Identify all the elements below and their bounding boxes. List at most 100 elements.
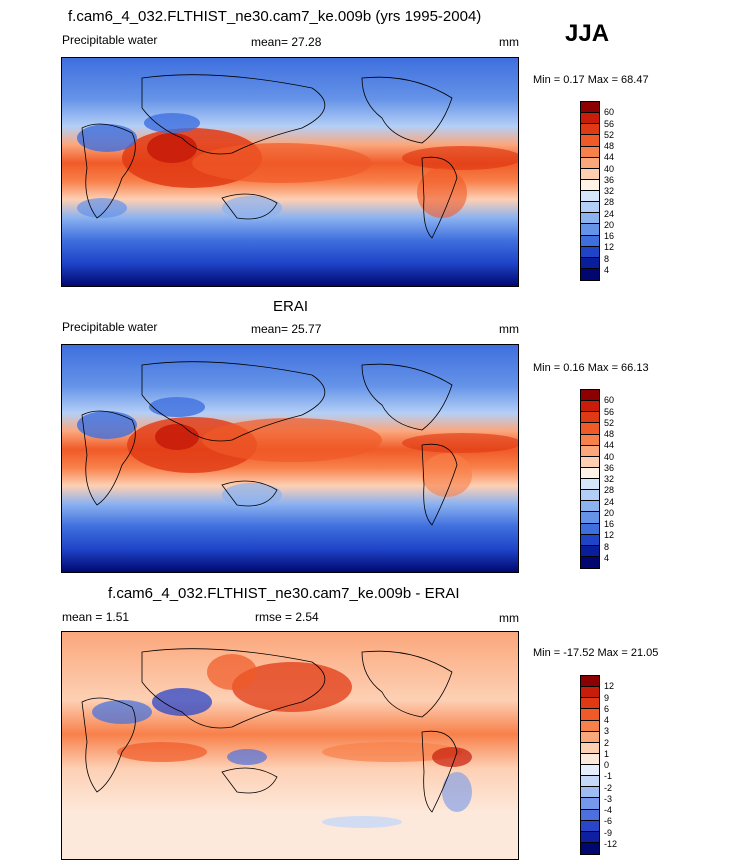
colorbar [580,101,600,281]
colorbar-tick-label: 20 [604,219,615,230]
colorbar-swatch [581,135,599,147]
colorbar-tick-label: 3 [604,726,610,737]
colorbar-swatch [581,842,599,854]
colorbar-tick-label: -4 [604,805,613,815]
colorbar-swatch [581,224,599,236]
colorbar-swatch [581,490,599,502]
colorbar-swatch [581,512,599,524]
units-label: mm [499,35,519,49]
colorbar-swatch [581,809,599,821]
colorbar-tick-label: 32 [604,474,615,484]
variable-label: Precipitable water [62,33,158,47]
panel-title: ERAI [273,298,309,315]
colorbar-swatch [581,434,599,446]
colorbar-tick-label: 48 [604,429,615,439]
colorbar-swatch [581,776,599,788]
colorbar-tick-label: 12 [604,681,615,692]
colorbar-tick-label: 48 [604,141,615,151]
colorbar-tick-label: 56 [604,406,615,417]
colorbar-tick-label: 16 [604,231,615,241]
colorbar-swatch [581,191,599,203]
colorbar-swatch [581,445,599,457]
mean-value: mean= 27.28 [251,35,322,49]
colorbar-tick-label: 4 [604,715,610,725]
mean-value: mean= 25.77 [251,322,322,336]
colorbar-tick-label: -6 [604,816,613,827]
world-map [61,57,519,287]
colorbar-swatch [581,168,599,180]
panel-title: f.cam6_4_032.FLTHIST_ne30.cam7_ke.009b -… [108,585,460,602]
colorbar-swatch [581,831,599,843]
colorbar [580,389,600,569]
colorbar-swatch [581,798,599,810]
colorbar-swatch [581,390,599,402]
colorbar-tick-label: -9 [604,827,613,838]
colorbar-swatch [581,787,599,799]
mean-value: mean = 1.51 [62,610,130,624]
colorbar-swatch [581,213,599,225]
units-label: mm [499,611,519,625]
colorbar-tick-label: 8 [604,253,610,264]
rmse-value: rmse = 2.54 [255,610,319,624]
colorbar-tick-label: 52 [604,417,615,428]
world-map [61,631,519,860]
colorbar-tick-label: 12 [604,530,615,541]
colorbar-swatch [581,534,599,546]
colorbar-swatch [581,479,599,491]
world-map [61,344,519,573]
colorbar-tick-label: 36 [604,462,615,473]
season-label: JJA [565,20,610,47]
colorbar-swatch [581,820,599,832]
colorbar-swatch [581,687,599,699]
colorbar-tick-label: 24 [604,496,615,507]
colorbar-swatch [581,523,599,535]
colorbar-tick-label: 36 [604,174,615,185]
colorbar-swatch [581,124,599,136]
colorbar-tick-label: -1 [604,771,613,782]
colorbar-tick-label: 32 [604,186,615,196]
colorbar-tick-label: 4 [604,552,610,563]
colorbar-swatch [581,235,599,247]
colorbar-tick-label: 6 [604,703,610,714]
colorbar-tick-label: 1 [604,748,610,759]
colorbar-swatch [581,202,599,214]
colorbar-tick-label: 2 [604,737,610,748]
colorbar-swatch [581,501,599,513]
colorbar-swatch [581,556,599,568]
colorbar-swatch [581,401,599,413]
colorbar-swatch [581,246,599,258]
colorbar-swatch [581,545,599,557]
colorbar-swatch [581,146,599,158]
colorbar-swatch [581,412,599,424]
colorbar-tick-label: 52 [604,129,615,140]
colorbar-tick-label: 9 [604,692,610,703]
colorbar-tick-label: 12 [604,242,615,253]
colorbar-tick-label: 44 [604,152,615,163]
min-max-readout: Min = 0.16 Max = 66.13 [533,362,649,374]
difference-field [62,632,518,859]
colorbar-swatch [581,698,599,710]
colorbar-swatch [581,268,599,280]
colorbar-tick-label: 8 [604,541,610,552]
colorbar-tick-label: 60 [604,107,615,118]
colorbar-tick-label: 28 [604,485,615,496]
colorbar [580,675,600,855]
precipitable-water-field [62,58,518,286]
colorbar-swatch [581,742,599,754]
colorbar-swatch [581,113,599,125]
colorbar-swatch [581,467,599,479]
colorbar-swatch [581,257,599,269]
colorbar-swatch [581,179,599,191]
colorbar-tick-label: 4 [604,264,610,275]
colorbar-tick-label: -12 [604,838,618,849]
colorbar-swatch [581,157,599,169]
precipitable-water-field [62,345,518,572]
colorbar-swatch [581,676,599,688]
colorbar-tick-label: 20 [604,507,615,518]
colorbar-tick-label: -3 [604,793,613,804]
colorbar-swatch [581,731,599,743]
colorbar-tick-label: 56 [604,118,615,129]
colorbar-tick-label: 28 [604,197,615,208]
colorbar-swatch [581,456,599,468]
colorbar-tick-label: 40 [604,163,615,174]
